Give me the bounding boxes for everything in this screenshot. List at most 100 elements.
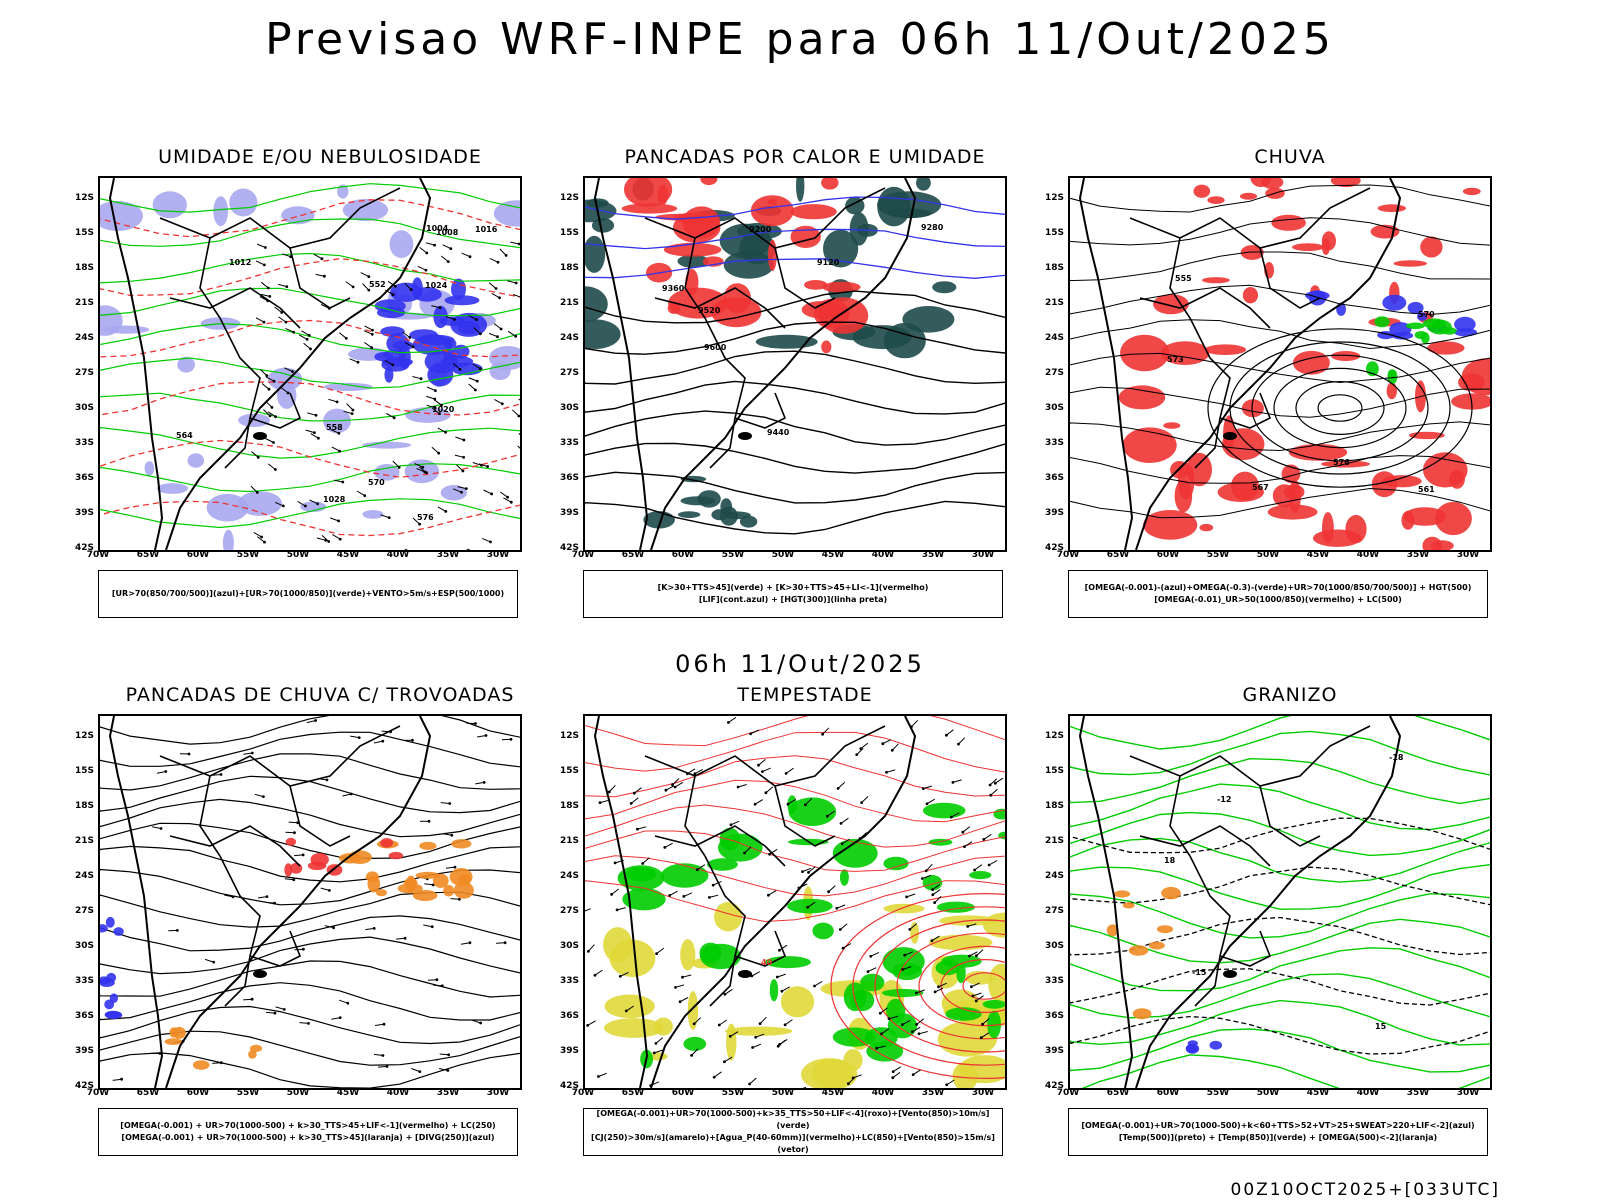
wind-vector [748,1077,757,1086]
wind-vector [911,1069,921,1076]
thickness-contour-red [100,319,520,358]
latitude-tick-label: 18S [1044,801,1064,811]
wind-vector [973,864,983,872]
wind-vector [971,992,982,998]
longitude-tick-label: 70W [571,1088,595,1098]
latitude-tick-label: 39S [559,1046,579,1056]
streamline-arrow [320,887,331,892]
latitude-tick-label: 27S [1044,368,1064,378]
longitude-tick-label: 50W [771,550,795,560]
wind-vector [827,885,836,894]
wind-vector [778,944,788,952]
streamline-arrow [450,897,461,901]
wind-vector [801,867,812,873]
streamline [1070,455,1490,484]
longitude-tick-label: 40W [871,1088,895,1098]
longitude-tick-label: 35W [1406,1088,1430,1098]
streamline [1070,217,1490,246]
legend-box: [OMEGA(-0.001)+UR>70(1000-500)+k>35_TTS>… [583,1108,1003,1156]
wind-vector [751,1043,762,1049]
instability-area-teal [932,281,957,294]
latitude-tick-label: 39S [74,1046,94,1056]
wind-vector [925,798,935,806]
wind-vector [431,305,442,309]
instability-area-teal [739,515,758,528]
wind-vector [256,243,267,249]
wind-vector [472,363,482,371]
streamline [100,868,520,906]
streamline [1070,487,1490,519]
wind-vector [729,820,740,827]
wind-vector [924,863,933,873]
streamline [100,716,520,745]
wind-vector [386,413,396,420]
wind-vector [615,907,626,912]
wind-vector [711,880,722,887]
rain-area-red [1163,422,1181,429]
instability-area-teal [823,229,859,268]
temp850-contour-green [1070,947,1490,992]
wind850-area-green [843,982,867,1012]
latitude-tick-label: 18S [559,801,579,811]
wind-vector [933,987,944,994]
wind-vector [402,331,412,339]
wind850-area-green [969,871,992,880]
wind-vector [493,323,503,331]
wind-vector [331,446,342,453]
wind-vector [499,248,508,257]
latitude-tick-label: 21S [559,836,579,846]
wind-vector [260,293,272,298]
wind-vector [277,283,289,288]
storm-area-orange [432,873,449,888]
lc850-contour-red [962,972,1005,1000]
jet-area-yellow [726,1023,737,1061]
wind-vector [425,242,436,247]
rain-area-green [1406,322,1425,330]
instability-area-teal [677,511,701,518]
instability-area-red [723,283,751,314]
latitude-tick-label: 27S [74,906,94,916]
instability-area-red [624,178,673,207]
main-title: Previsao WRF-INPE para 06h 11/Out/2025 [265,14,1335,65]
wind-vector [332,534,342,541]
wind-vector [901,1019,911,1026]
latitude-tick-label: 36S [74,1011,94,1021]
wind850-area-green [882,988,924,998]
wind-vector [488,282,498,290]
streamline-arrow [331,1016,342,1020]
streamline-arrow [257,895,269,899]
wind-vector [921,785,933,790]
latitude-tick-label: 21S [559,298,579,308]
hgt-contour-black [585,471,1005,504]
humidity-area-lightblue [342,198,389,222]
divergence-area-blue [100,924,108,933]
rain-area-red [1207,196,1225,204]
latitude-tick-label: 21S [1044,836,1064,846]
latitude-axis: 12S 15S 18S 21S 24S 27S 30S 33S 36S 39S 42S [1030,714,1068,1091]
streamline-arrow [179,752,191,756]
panel-pancadas-calor: PANCADAS POR CALOR E UMIDADE 12S 15S 18S 21S… [545,146,1065,646]
contour-label: 564 [176,431,193,440]
jet-area-yellow [609,939,656,978]
lc850-contour-red [585,880,1005,923]
wind-vector [468,377,479,383]
humidity-area-lightblue [281,206,315,225]
longitude-tick-label: 55W [721,550,745,560]
instability-area-teal [887,208,932,218]
longitude-tick-label: 70W [86,550,110,560]
latitude-axis: 12S 15S 18S 21S 24S 27S 30S 33S 36S 39S 42S [1030,176,1068,553]
streamline-arrow [501,737,513,741]
longitude-tick-label: 35W [436,550,460,560]
wind-vector [968,951,978,958]
map-area [98,714,522,1090]
jet-area-yellow [687,991,699,1030]
instability-area-teal [585,286,608,322]
wind-vector [804,798,813,807]
lc850-contour-red [918,945,1005,1027]
lc850-contour-red [830,893,1005,1079]
jet-area-yellow [983,912,1005,938]
lc850-contour-red [896,932,1005,1040]
wind-vector [384,359,395,367]
geopotential-contour [1317,394,1363,422]
wind-vector [364,325,374,332]
